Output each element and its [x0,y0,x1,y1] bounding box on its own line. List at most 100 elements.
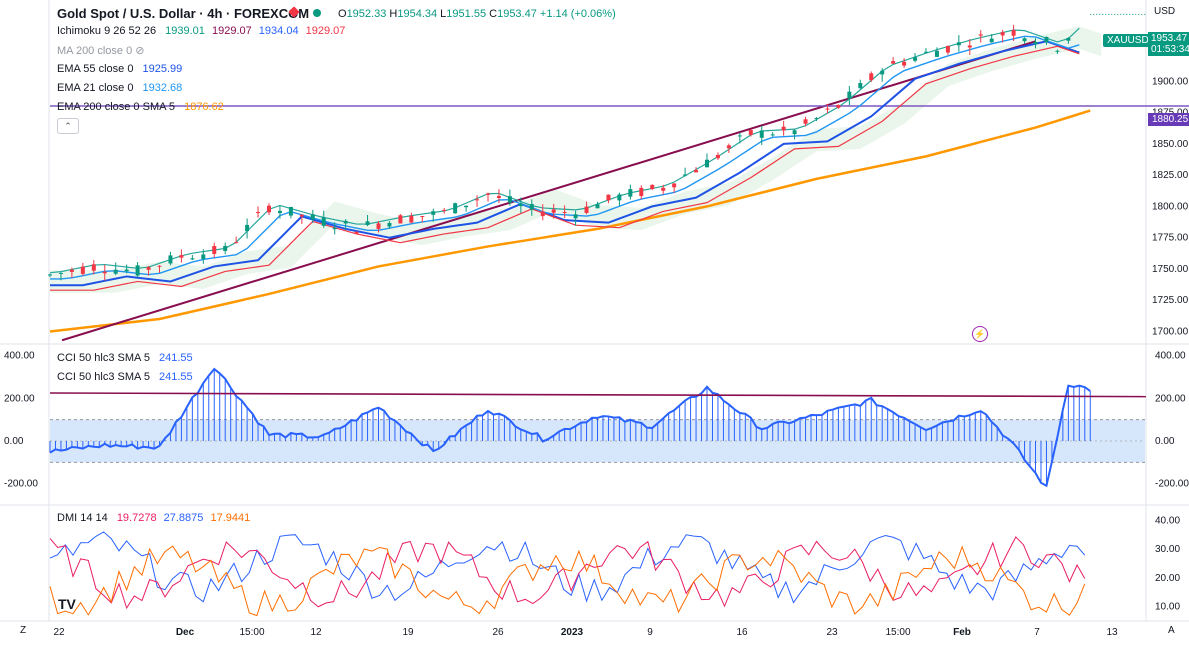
auto-scale-a-button[interactable]: A [1168,625,1175,636]
candle-body [201,254,206,259]
legend-ema21[interactable]: EMA 21 close 0 1932.68 [57,82,183,94]
candle-body [1011,30,1016,36]
auto-scale-z-button[interactable]: Z [20,625,27,636]
symbol-badge: XAUUSD [1103,34,1153,47]
price-tick-label: 1900.00 [1152,76,1189,87]
legend-ma200[interactable]: MA 200 close 0 ⊘ [57,45,145,57]
cci-tick-label: 200.00 [1155,393,1186,404]
candle-body [683,174,688,176]
currency-label[interactable]: USD [1154,6,1176,17]
candle-body [639,187,644,197]
dmi-pane [49,531,1086,617]
price-tick-label: 1850.00 [1152,139,1189,150]
candle-body [277,210,282,214]
candle-body [288,206,293,216]
candle-body [299,214,304,217]
candle-body [1033,41,1038,45]
symbol-title[interactable]: Gold Spot / U.S. Dollar · 4h · FOREXCOM [57,6,310,21]
ichimoku-cloud [50,26,1102,293]
legend-ema200[interactable]: EMA 200 close 0 SMA 5 1876.62 [57,101,224,113]
candle-body [398,215,403,224]
cci-tick-label: 0.00 [1155,436,1175,447]
dmi-tick-label: 20.00 [1155,573,1180,584]
candle-body [212,246,217,254]
candle-body [69,269,74,272]
candle-body [650,184,655,189]
price-tick-label: 1800.00 [1152,201,1189,212]
time-tick-label: 19 [402,627,414,638]
candle-body [628,189,633,197]
ema55-line [50,40,1080,287]
legend-ichimoku[interactable]: Ichimoku 9 26 52 26 1939.01 1929.07 1934… [57,25,346,37]
collapse-legend-button[interactable]: ⌃ [57,118,79,134]
candle-body [245,224,250,232]
time-tick-label: 15:00 [885,627,910,638]
axes: 1925.001900.001875.001850.001825.001800.… [4,45,1189,638]
candle-body [880,70,885,75]
time-tick-label: 16 [736,627,748,638]
candle-body [924,51,928,53]
time-tick-label: 2023 [561,627,584,638]
hline-price-badge: 1880.25 [1148,113,1189,126]
legend-cci-1[interactable]: CCI 50 hlc3 SMA 5 241.55 [57,352,193,364]
candle-body [1066,38,1071,41]
candle-body [48,274,52,276]
candle-body [836,104,841,108]
candle-body [551,209,556,213]
candle-body [573,214,578,219]
legend-ema55[interactable]: EMA 55 close 0 1925.99 [57,63,183,75]
candle-body [737,135,742,137]
hidden-eye-icon[interactable]: ⊘ [135,45,145,57]
candle-body [343,220,348,224]
candle-body [540,211,545,217]
candle-body [759,130,764,138]
time-tick-label: 7 [1034,627,1040,638]
cci-line [49,367,1091,488]
candle-body [847,91,852,99]
candle-body [475,199,480,201]
legend-cci-2[interactable]: CCI 50 hlc3 SMA 5 241.55 [57,371,193,383]
candle-body [365,221,370,226]
cci-tick-label: 400.00 [1155,351,1186,362]
candle-body [464,205,469,208]
candle-body [124,269,129,272]
candle-body [891,61,896,64]
candle-body [595,204,600,209]
candle-body [1055,50,1060,52]
candle-body [91,264,96,271]
candle-body [332,227,337,230]
candle-body [310,214,315,220]
adx-line [49,545,1086,617]
candle-body [267,205,271,213]
candle-body [803,119,808,124]
price-tick-label: 1725.00 [1152,295,1189,306]
candle-body [825,108,830,110]
time-tick-label: 23 [826,627,838,638]
price-tick-label: 1775.00 [1152,233,1189,244]
candle-body [672,183,677,188]
candle-body [102,271,107,274]
legend-dmi[interactable]: DMI 14 14 19.7278 27.8875 17.9441 [57,512,251,524]
candle-body [913,57,918,61]
candle-body [934,50,939,57]
ichimoku-tenkan-line [49,27,1080,274]
candle-body [902,61,907,66]
status-dot-icon [313,9,321,17]
candle-body [113,269,118,274]
candle-body [518,203,523,207]
dmi-tick-label: 10.00 [1155,602,1180,613]
cci-trendline [49,392,1147,398]
candle-body [945,46,950,53]
candle-body [190,258,195,260]
cci-tick-label-left: 400.00 [4,351,35,362]
candle-body [223,245,228,251]
candle-body [694,170,699,173]
candle-body [814,117,819,119]
candle-body [529,204,534,210]
lightning-icon[interactable]: ⚡ [972,326,988,342]
candle-body [256,212,261,214]
candle-body [562,212,567,214]
time-tick-label: 13 [1106,627,1118,638]
